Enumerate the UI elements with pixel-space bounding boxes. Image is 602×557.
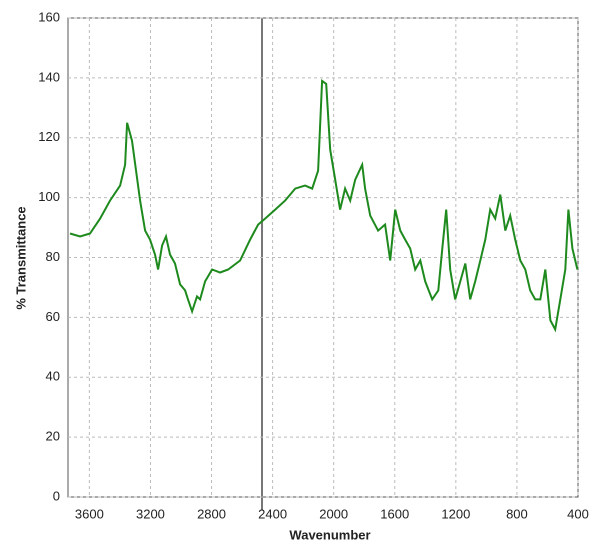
- spectrum-line: [69, 78, 579, 333]
- x-tick-label: 3200: [136, 506, 165, 521]
- y-tick-label: 40: [46, 369, 60, 384]
- x-tick-label: 1200: [441, 506, 470, 521]
- x-tick-label: 2000: [319, 506, 348, 521]
- y-tick-label: 0: [53, 488, 60, 503]
- x-tick-label: 1600: [380, 506, 409, 521]
- x-tick-label: 2800: [197, 506, 226, 521]
- y-tick-label: 140: [38, 69, 60, 84]
- y-tick-label: 80: [46, 249, 60, 264]
- y-tick-label: 160: [38, 9, 60, 24]
- y-axis-label: % Transmittance: [13, 206, 28, 309]
- y-tick-label: 20: [46, 429, 60, 444]
- x-tick-label: 800: [506, 506, 528, 521]
- x-tick-label: 400: [567, 506, 589, 521]
- x-axis-label: Wavenumber: [289, 527, 370, 542]
- x-tick-label: 3600: [75, 506, 104, 521]
- y-tick-label: 120: [38, 129, 60, 144]
- x-tick-label: 2400: [258, 506, 287, 521]
- y-tick-label: 100: [38, 189, 60, 204]
- y-tick-label: 60: [46, 309, 60, 324]
